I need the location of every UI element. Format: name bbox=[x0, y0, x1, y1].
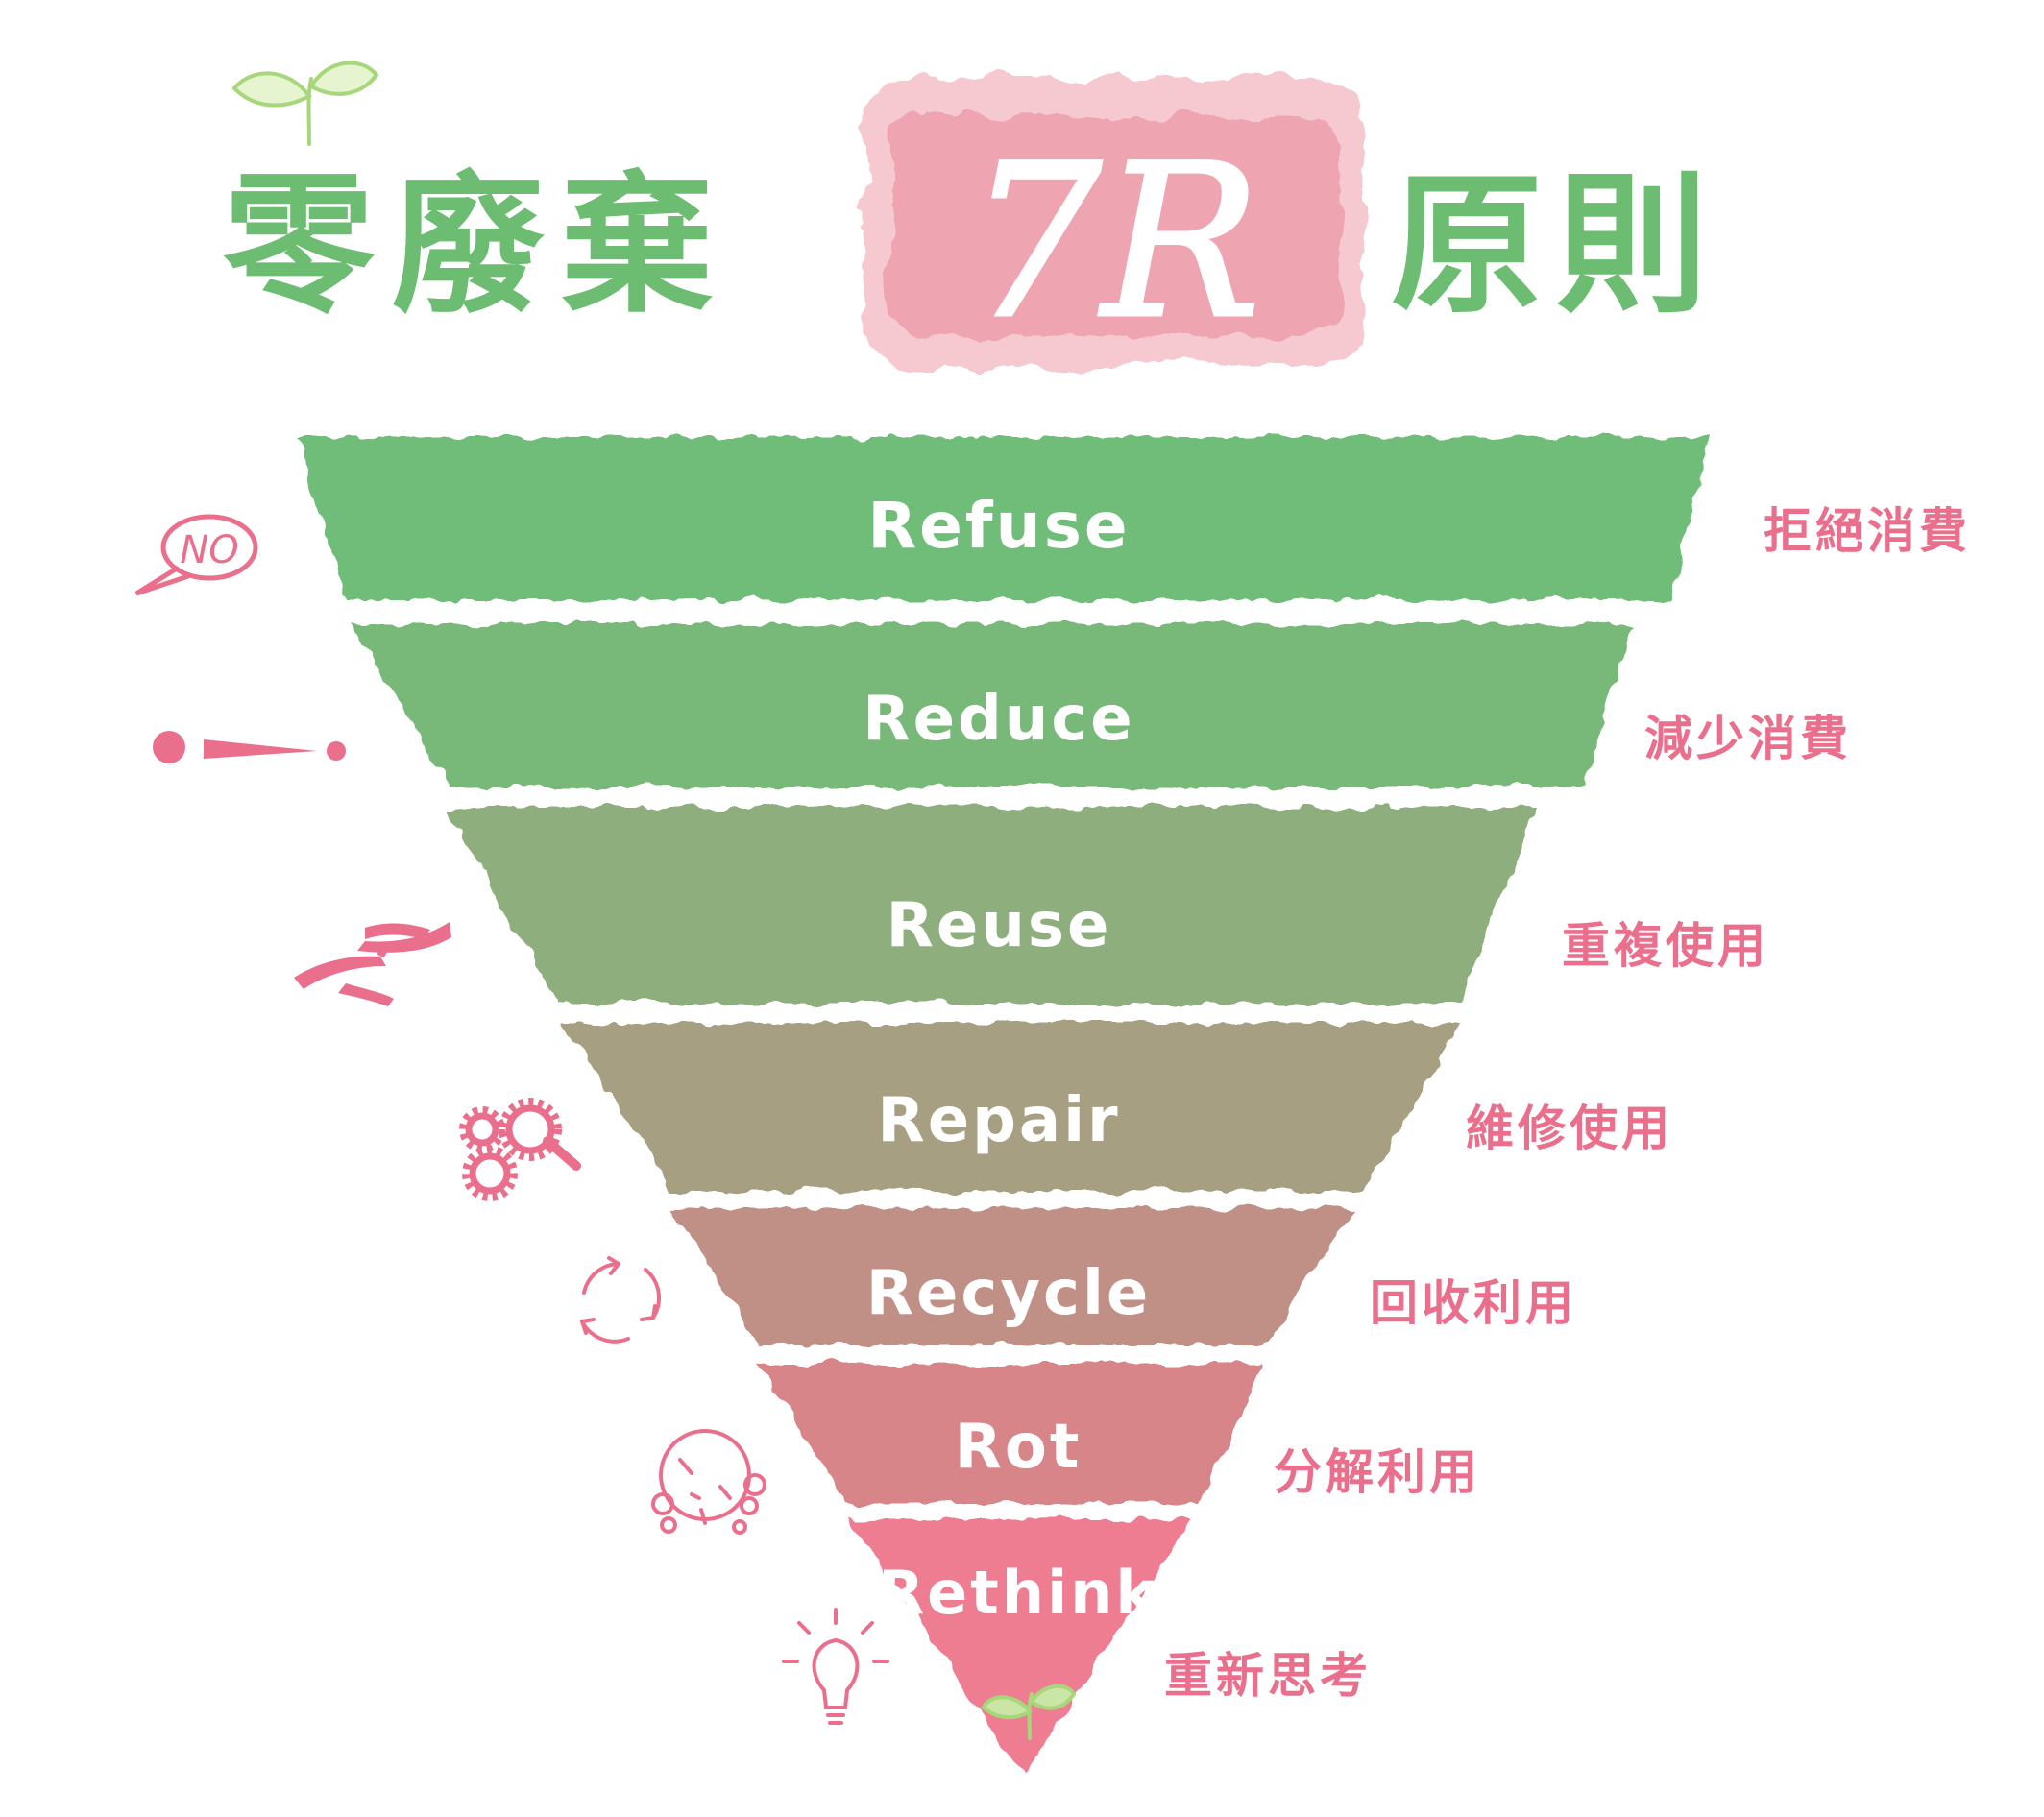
exclamation-dots-icon bbox=[153, 731, 346, 763]
tier-band bbox=[447, 807, 1537, 1004]
decompose-circles-icon bbox=[651, 1429, 766, 1535]
tier-label: Refuse bbox=[867, 489, 1130, 563]
tier-repair: Repair 維修使用 bbox=[562, 1023, 1673, 1191]
tier-band bbox=[759, 1364, 1263, 1503]
tier-band bbox=[298, 437, 1710, 600]
title-suffix: 原則 bbox=[1391, 157, 1721, 334]
tier-label: Rethink bbox=[878, 1558, 1157, 1628]
tier-reduce: Reduce 減少消費 bbox=[351, 624, 1852, 787]
tier-refuse: Refuse 拒絕消費 bbox=[298, 437, 1971, 600]
title-highlight: 7R bbox=[967, 119, 1261, 365]
title-prefix: 零廢棄 bbox=[223, 157, 730, 334]
tip-sprout-icon bbox=[981, 1684, 1077, 1740]
tier-chinese-label: 維修使用 bbox=[1466, 1101, 1673, 1156]
tier-chinese-label: 分解利用 bbox=[1274, 1444, 1481, 1500]
no-speech-bubble-icon: NO bbox=[134, 514, 258, 596]
gears-wrench-icon bbox=[459, 1098, 581, 1201]
hands-passing-icon bbox=[294, 922, 451, 1006]
tier-recycle: Recycle 回收利用 bbox=[672, 1208, 1577, 1345]
tier-band bbox=[850, 1519, 1191, 1777]
sprout-icon bbox=[231, 61, 379, 146]
tier-band bbox=[672, 1208, 1354, 1345]
title: 零廢棄 7R 原則 bbox=[223, 61, 1721, 367]
tier-chinese-label: 回收利用 bbox=[1370, 1275, 1577, 1331]
tier-band bbox=[351, 624, 1633, 787]
tier-chinese-label: 減少消費 bbox=[1644, 711, 1852, 766]
highlight-blotch bbox=[864, 79, 1364, 367]
tier-chinese-label: 拒絕消費 bbox=[1764, 503, 1971, 559]
svg-text:NO: NO bbox=[180, 528, 238, 572]
recycle-arrows-icon bbox=[580, 1256, 661, 1344]
tier-label: Repair bbox=[877, 1085, 1120, 1156]
tier-band bbox=[562, 1023, 1460, 1191]
tier-rot: Rot 分解利用 bbox=[759, 1364, 1481, 1503]
tier-chinese-label: 重複使用 bbox=[1562, 918, 1769, 974]
tier-label: Reduce bbox=[863, 684, 1134, 755]
tier-chinese-label: 重新思考 bbox=[1164, 1648, 1372, 1704]
tier-label: Reuse bbox=[887, 890, 1112, 961]
tier-label: Recycle bbox=[866, 1258, 1152, 1329]
lightbulb-icon bbox=[782, 1608, 889, 1725]
tier-label: Rot bbox=[955, 1412, 1083, 1483]
tier-reuse: Reuse 重複使用 bbox=[447, 807, 1769, 1004]
